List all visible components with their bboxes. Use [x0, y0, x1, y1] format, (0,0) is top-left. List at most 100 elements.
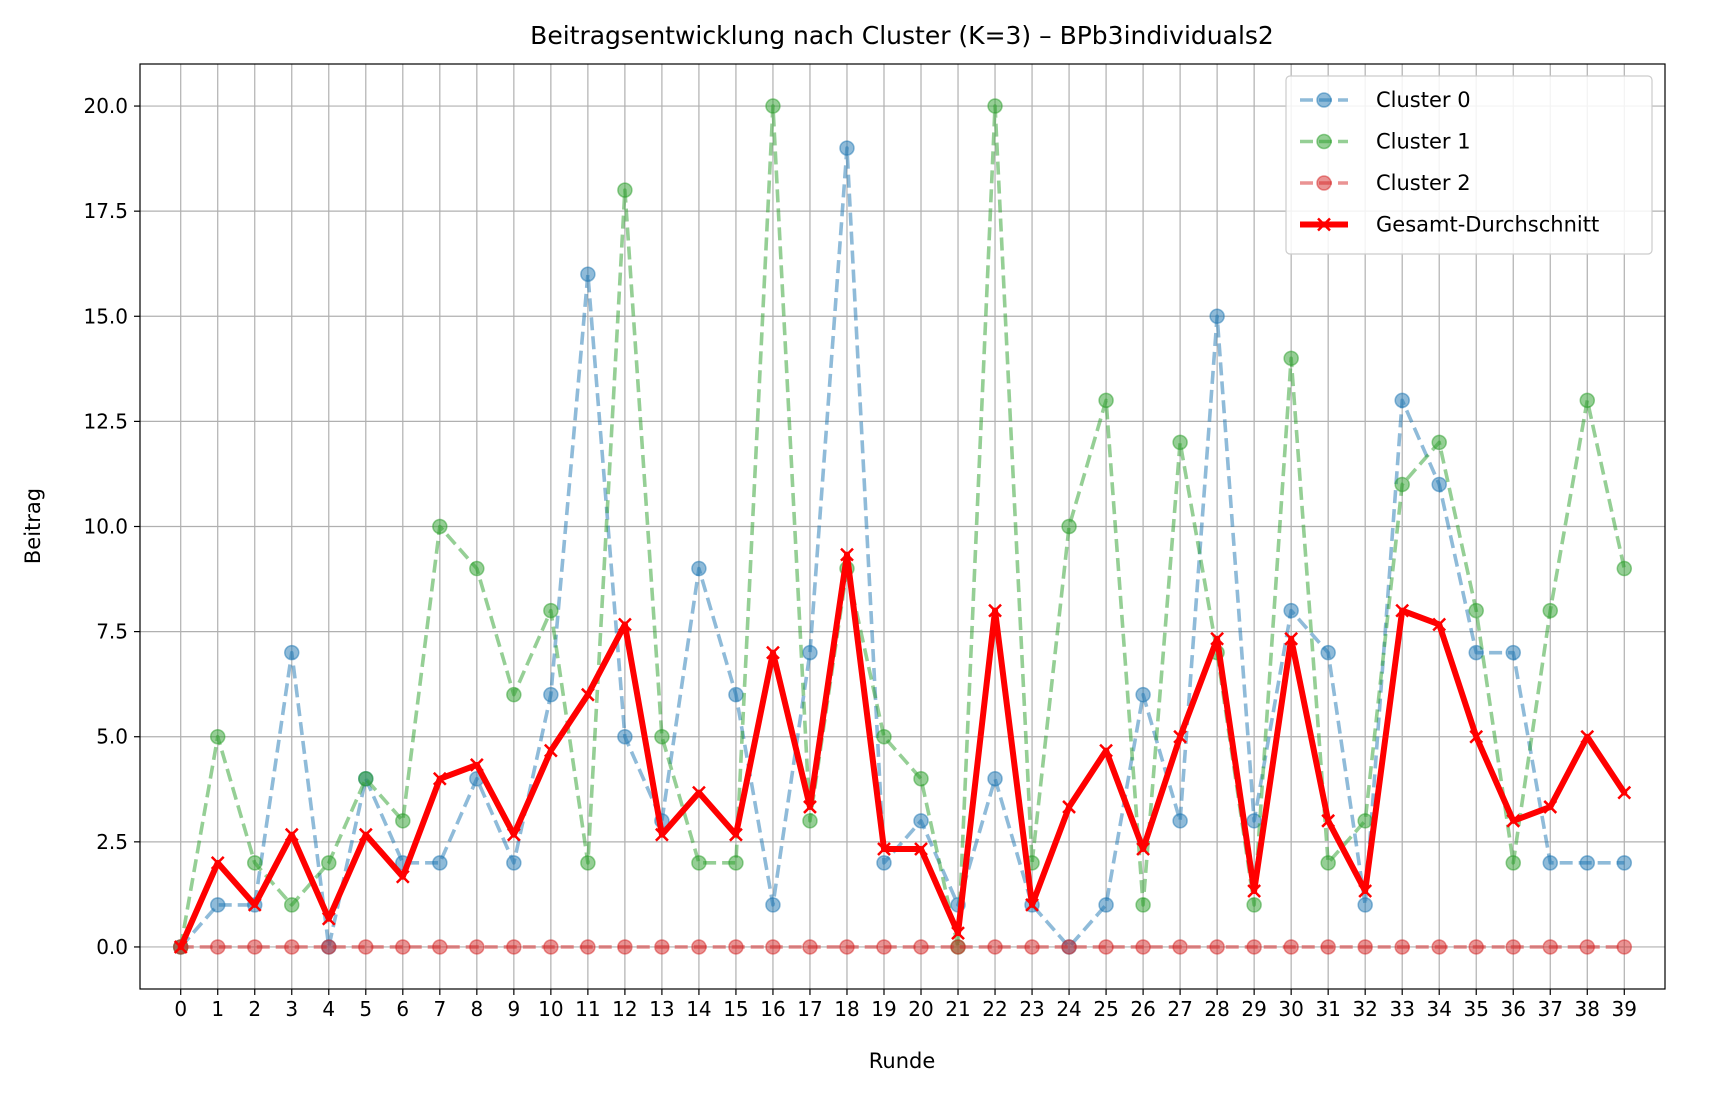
x-axis-label: Runde [869, 1049, 936, 1073]
x-tick-label: 24 [1056, 997, 1081, 1021]
data-point [209, 939, 226, 955]
data-point [1209, 308, 1225, 325]
data-point [1468, 602, 1484, 619]
data-point [765, 98, 781, 114]
data-point [1098, 897, 1114, 913]
data-point [618, 617, 632, 632]
data-point [1246, 939, 1262, 955]
x-tick-label: 19 [871, 997, 896, 1021]
data-point [1320, 855, 1336, 871]
data-point [876, 939, 892, 955]
data-point [1246, 813, 1262, 829]
data-point [1320, 644, 1336, 661]
data-point [1135, 897, 1151, 913]
legend-marker [1316, 133, 1332, 150]
data-point [913, 939, 929, 955]
x-tick-label: 23 [1019, 997, 1044, 1021]
data-point [1616, 855, 1633, 871]
x-tick-label: 38 [1575, 997, 1600, 1021]
data-point [1394, 476, 1410, 493]
data-point [839, 140, 855, 156]
x-tick-label: 29 [1241, 997, 1266, 1021]
data-point [876, 855, 892, 871]
x-tick-label: 1 [211, 997, 224, 1021]
series-line [177, 551, 1628, 950]
data-point [469, 939, 485, 955]
data-point [1321, 813, 1336, 828]
data-point [1469, 729, 1484, 744]
data-point [691, 939, 707, 955]
data-point [1505, 855, 1521, 871]
data-point [1025, 898, 1039, 912]
data-point [1320, 939, 1336, 955]
data-point [580, 939, 596, 955]
x-tick-label: 28 [1204, 997, 1229, 1021]
x-tick-label: 8 [470, 997, 483, 1021]
x-tick-label: 13 [649, 997, 674, 1021]
data-point [543, 743, 558, 758]
x-tick-label: 34 [1426, 997, 1451, 1021]
data-point [358, 939, 374, 955]
data-point [321, 939, 337, 955]
data-point [432, 771, 447, 786]
data-point [1395, 603, 1410, 618]
data-point [728, 686, 744, 703]
data-point [1173, 729, 1187, 744]
data-point [729, 827, 743, 842]
legend-marker [1316, 92, 1332, 108]
data-point [1542, 939, 1559, 955]
data-point [1580, 729, 1595, 744]
data-point [617, 728, 633, 745]
data-point [1616, 560, 1633, 577]
series-3 [173, 547, 1632, 954]
legend-label: Cluster 1 [1376, 130, 1471, 154]
x-tick-label: 36 [1501, 997, 1526, 1021]
data-point [321, 911, 336, 926]
data-point [1135, 686, 1151, 703]
data-point [692, 785, 706, 800]
legend-entry: Cluster 1 [1300, 130, 1471, 154]
data-point [987, 98, 1003, 114]
data-point [877, 842, 891, 856]
data-point [580, 855, 596, 871]
data-point [1209, 939, 1225, 955]
data-point [358, 771, 374, 787]
data-point [1246, 897, 1262, 913]
data-point [840, 547, 854, 562]
data-point [1358, 884, 1373, 898]
data-point [617, 939, 633, 955]
data-point [654, 939, 670, 955]
y-tick-label: 5.0 [96, 725, 128, 749]
x-tick-label: 16 [760, 997, 785, 1021]
x-tick-label: 17 [797, 997, 822, 1021]
data-point [1210, 631, 1225, 646]
series-0 [172, 140, 1633, 955]
data-point [1098, 392, 1114, 409]
y-tick-label: 12.5 [83, 409, 128, 433]
x-tick-label: 12 [612, 997, 637, 1021]
x-tick-label: 18 [834, 997, 859, 1021]
data-point [1506, 813, 1521, 828]
legend-entry: Cluster 0 [1300, 88, 1471, 112]
data-point [247, 898, 262, 912]
x-tick-label: 25 [1093, 997, 1118, 1021]
data-point [913, 813, 929, 829]
series-line [179, 146, 1625, 949]
data-point [1542, 855, 1559, 871]
series-line [178, 104, 1627, 949]
data-point [358, 827, 373, 842]
data-point [395, 939, 411, 955]
data-point [766, 645, 780, 660]
data-point [1172, 939, 1188, 955]
data-point [1432, 617, 1447, 632]
legend-label: Gesamt-Durchschnitt [1376, 213, 1599, 237]
legend-marker [1317, 217, 1331, 232]
data-point [1431, 476, 1447, 493]
data-point [728, 855, 744, 871]
data-point [655, 827, 669, 842]
y-tick-label: 0.0 [96, 935, 128, 959]
x-tick-label: 26 [1130, 997, 1155, 1021]
legend-entry: Cluster 2 [1300, 171, 1471, 195]
data-point [209, 897, 226, 913]
